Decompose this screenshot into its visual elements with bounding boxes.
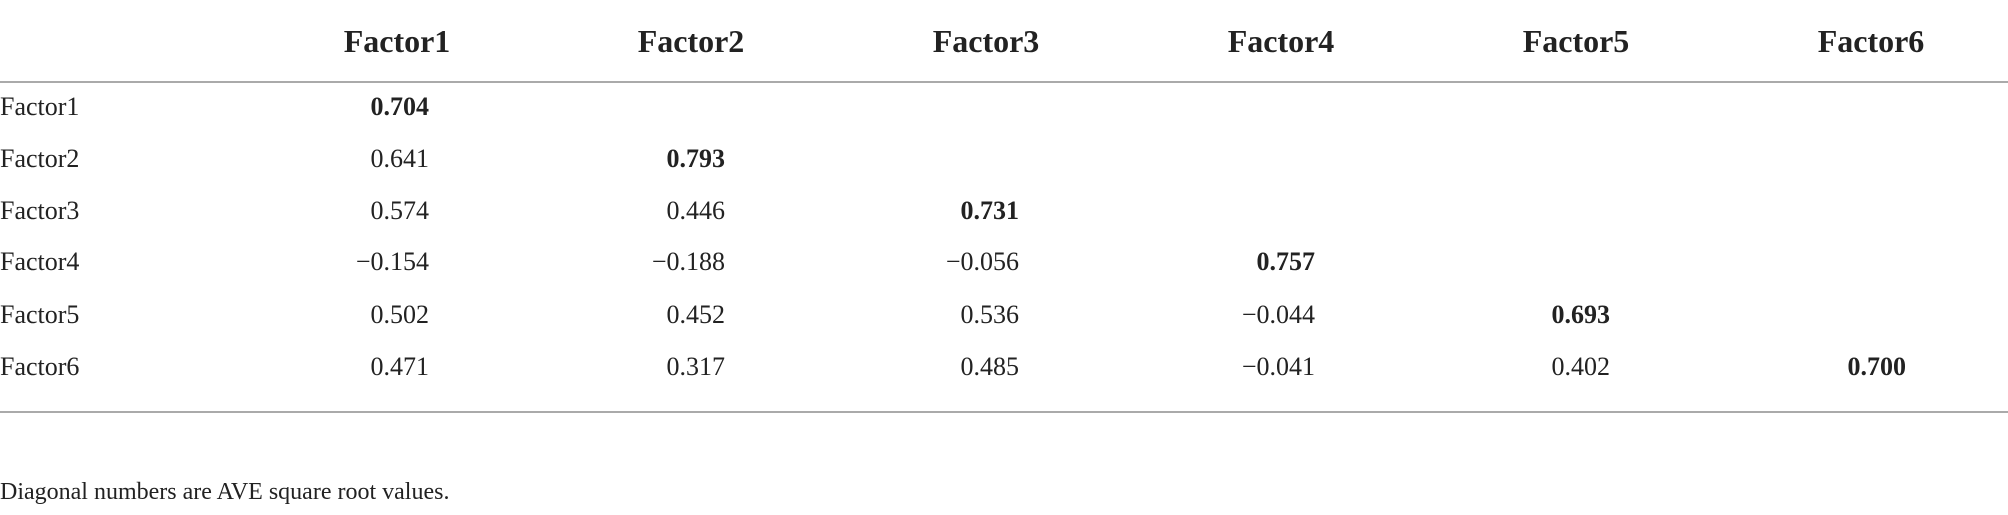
cell: 0.574 (370, 196, 430, 225)
row-label: Factor3 (0, 196, 80, 225)
cell: 0.485 (960, 352, 1020, 381)
header-rule (0, 81, 2008, 83)
cell: −0.044 (1241, 300, 1315, 329)
diagonal-cell: 0.757 (1256, 247, 1316, 276)
column-header: Factor5 (1522, 23, 1630, 59)
column-header: Factor4 (1227, 23, 1335, 59)
column-header: Factor2 (637, 23, 745, 59)
cell: 0.536 (960, 300, 1020, 329)
diagonal-cell: 0.731 (960, 196, 1020, 225)
footnote: Diagonal numbers are AVE square root val… (0, 479, 450, 505)
row-label: Factor5 (0, 300, 80, 329)
cell: 0.502 (370, 300, 430, 329)
diagonal-cell: 0.700 (1847, 352, 1907, 381)
bottom-rule (0, 411, 2008, 413)
cell: −0.154 (355, 247, 429, 276)
row-label: Factor4 (0, 247, 80, 276)
cell: −0.056 (945, 247, 1019, 276)
row-label: Factor6 (0, 352, 80, 381)
cell: 0.471 (370, 352, 430, 381)
column-header: Factor1 (343, 23, 451, 59)
cell: 0.402 (1551, 352, 1611, 381)
row-label: Factor2 (0, 144, 80, 173)
cell: −0.041 (1241, 352, 1315, 381)
cell: 0.317 (666, 352, 726, 381)
cell: 0.446 (666, 196, 726, 225)
diagonal-cell: 0.793 (666, 144, 726, 173)
row-label: Factor1 (0, 92, 80, 121)
diagonal-cell: 0.693 (1551, 300, 1611, 329)
cell: −0.188 (651, 247, 725, 276)
cell: 0.641 (370, 144, 430, 173)
diagonal-cell: 0.704 (370, 92, 430, 121)
column-header: Factor6 (1817, 23, 1925, 59)
column-header: Factor3 (932, 23, 1040, 59)
cell: 0.452 (666, 300, 726, 329)
